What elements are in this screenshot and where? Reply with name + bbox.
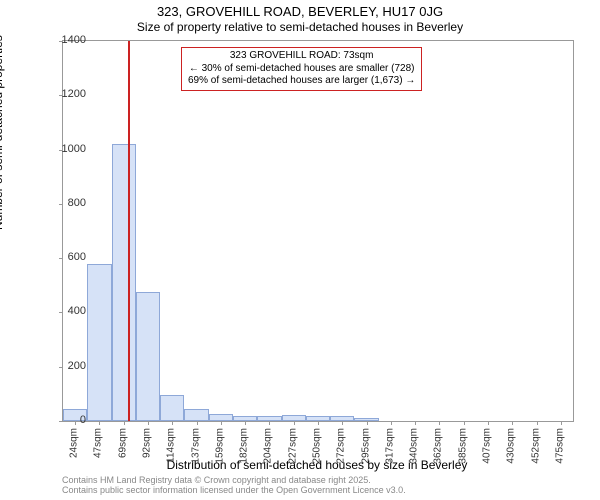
annotation-line2: ← 30% of semi-detached houses are smalle… — [189, 63, 415, 74]
x-tick-label: 272sqm — [336, 428, 347, 464]
x-tick-mark — [488, 421, 489, 425]
annotation-line3: 69% of semi-detached houses are larger (… — [188, 75, 415, 86]
histogram-bar — [136, 292, 160, 421]
x-tick-label: 137sqm — [190, 428, 201, 464]
x-tick-mark — [197, 421, 198, 425]
x-tick-label: 295sqm — [360, 428, 371, 464]
x-tick-label: 114sqm — [166, 428, 177, 463]
chart-container: 323, GROVEHILL ROAD, BEVERLEY, HU17 0JG … — [0, 0, 600, 500]
x-tick-label: 227sqm — [287, 428, 298, 464]
x-tick-label: 250sqm — [312, 428, 323, 464]
x-tick-mark — [391, 421, 392, 425]
x-tick-mark — [269, 421, 270, 425]
x-tick-label: 475sqm — [554, 428, 565, 464]
y-tick-label: 1200 — [46, 88, 86, 100]
footer-line1: Contains HM Land Registry data © Crown c… — [62, 475, 371, 485]
x-tick-mark — [245, 421, 246, 425]
x-tick-label: 159sqm — [214, 428, 225, 464]
x-tick-label: 362sqm — [433, 428, 444, 464]
x-tick-mark — [221, 421, 222, 425]
x-tick-label: 340sqm — [409, 428, 420, 464]
y-tick-label: 1400 — [46, 34, 86, 46]
x-tick-label: 317sqm — [384, 428, 395, 464]
histogram-bar — [209, 414, 233, 421]
x-tick-mark — [537, 421, 538, 425]
chart-title: 323, GROVEHILL ROAD, BEVERLEY, HU17 0JG — [0, 0, 600, 19]
x-tick-label: 47sqm — [93, 428, 104, 458]
x-tick-mark — [124, 421, 125, 425]
x-tick-mark — [294, 421, 295, 425]
x-tick-label: 24sqm — [69, 428, 80, 458]
y-tick-label: 400 — [46, 305, 86, 317]
x-tick-label: 430sqm — [506, 428, 517, 464]
x-tick-mark — [99, 421, 100, 425]
y-tick-label: 200 — [46, 360, 86, 372]
y-tick-label: 1000 — [46, 143, 86, 155]
x-tick-label: 407sqm — [482, 428, 493, 464]
footer-line2: Contains public sector information licen… — [62, 485, 406, 495]
x-tick-label: 69sqm — [117, 428, 128, 458]
x-tick-label: 385sqm — [457, 428, 468, 464]
property-marker-line — [128, 41, 130, 421]
x-tick-mark — [367, 421, 368, 425]
plot-area: 323 GROVEHILL ROAD: 73sqm ← 30% of semi-d… — [62, 40, 574, 422]
chart-subtitle: Size of property relative to semi-detach… — [0, 19, 600, 34]
x-tick-label: 452sqm — [530, 428, 541, 464]
footer-attribution: Contains HM Land Registry data © Crown c… — [62, 476, 406, 496]
x-tick-mark — [561, 421, 562, 425]
x-tick-mark — [415, 421, 416, 425]
y-tick-label: 0 — [46, 414, 86, 426]
x-tick-mark — [439, 421, 440, 425]
annotation-box: 323 GROVEHILL ROAD: 73sqm ← 30% of semi-d… — [181, 47, 422, 91]
x-tick-label: 92sqm — [142, 428, 153, 458]
x-tick-mark — [464, 421, 465, 425]
x-tick-mark — [318, 421, 319, 425]
histogram-bar — [184, 409, 208, 421]
y-axis-label: Number of semi-detached properties — [0, 35, 5, 230]
histogram-bar — [87, 264, 111, 421]
x-tick-mark — [512, 421, 513, 425]
y-tick-label: 800 — [46, 197, 86, 209]
annotation-line1: 323 GROVEHILL ROAD: 73sqm — [230, 50, 374, 61]
histogram-bar — [112, 144, 136, 421]
x-tick-mark — [148, 421, 149, 425]
x-tick-mark — [342, 421, 343, 425]
x-tick-mark — [172, 421, 173, 425]
x-tick-label: 204sqm — [263, 428, 274, 464]
y-tick-label: 600 — [46, 251, 86, 263]
x-tick-label: 182sqm — [239, 428, 250, 464]
histogram-bar — [160, 395, 184, 421]
